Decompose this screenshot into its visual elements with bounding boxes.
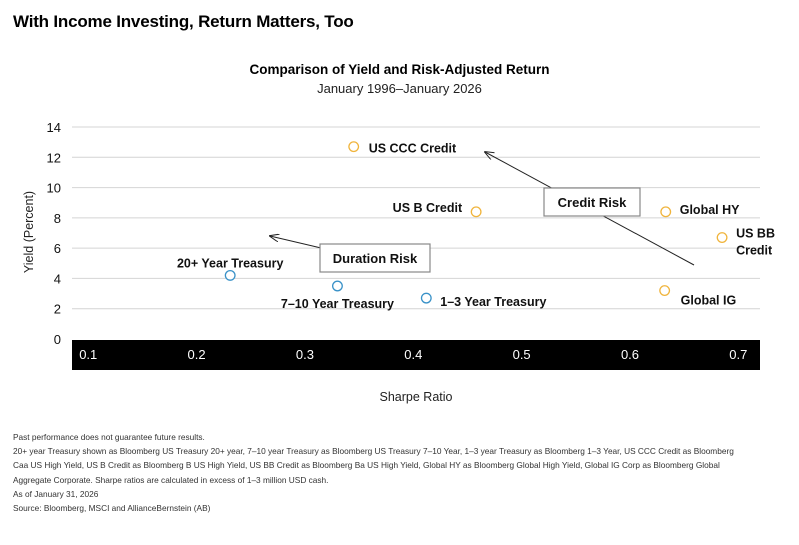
gridlines bbox=[72, 126, 760, 310]
y-tick-label: 0 bbox=[54, 332, 61, 347]
x-tick-label: 0.7 bbox=[729, 347, 747, 362]
footnote-index-definitions: 20+ year Treasury shown as Bloomberg US … bbox=[13, 446, 734, 457]
footnotes: Past performance does not guarantee futu… bbox=[13, 430, 788, 515]
y-tick-labels: 14 12 10 8 6 4 2 0 bbox=[47, 120, 61, 347]
point-label: Global IG bbox=[681, 294, 737, 308]
footnote-source: Source: Bloomberg, MSCI and AllianceBern… bbox=[13, 503, 211, 514]
y-tick-label: 12 bbox=[47, 150, 61, 165]
y-tick-label: 6 bbox=[54, 241, 61, 256]
point-label: 7–10 Year Treasury bbox=[281, 297, 394, 311]
point-label: 20+ Year Treasury bbox=[177, 256, 284, 270]
data-point bbox=[331, 280, 343, 292]
data-point bbox=[470, 206, 482, 218]
y-tick-label: 2 bbox=[54, 302, 61, 317]
point-label: 1–3 Year Treasury bbox=[440, 295, 546, 309]
y-axis-label: Yield (Percent) bbox=[22, 191, 36, 273]
footnote-index-definitions-cont: Caa US High Yield, US B Credit as Bloomb… bbox=[13, 460, 720, 471]
y-tick-label: 8 bbox=[54, 211, 61, 226]
x-tick-label: 0.1 bbox=[79, 347, 97, 362]
credit-risk-label: Credit Risk bbox=[558, 195, 627, 210]
point-label: Global HY bbox=[680, 203, 740, 217]
x-tick-label: 0.6 bbox=[621, 347, 639, 362]
point-label: Credit bbox=[736, 244, 773, 258]
y-tick-label: 4 bbox=[54, 271, 61, 286]
footnote-performance: Past performance does not guarantee futu… bbox=[13, 432, 205, 442]
data-point bbox=[348, 141, 360, 153]
footnote-as-of-date: As of January 31, 2026 bbox=[13, 488, 99, 499]
page-title: With Income Investing, Return Matters, T… bbox=[13, 12, 354, 31]
data-points bbox=[224, 141, 728, 304]
x-axis-label: Sharpe Ratio bbox=[380, 390, 453, 404]
x-tick-label: 0.2 bbox=[188, 347, 206, 362]
point-label: US BB bbox=[736, 227, 775, 241]
point-label: US B Credit bbox=[393, 201, 463, 215]
credit-risk-box bbox=[543, 187, 641, 217]
point-label: US CCC Credit bbox=[369, 142, 457, 156]
footnote-sharpe-note: Aggregate Corporate. Sharpe ratios are c… bbox=[13, 474, 329, 485]
x-tick-label: 0.3 bbox=[296, 347, 314, 362]
y-tick-label: 10 bbox=[47, 181, 61, 196]
duration-risk-label: Duration Risk bbox=[333, 251, 418, 266]
chart-subtitle: January 1996–January 2026 bbox=[317, 81, 482, 96]
data-point bbox=[420, 292, 432, 304]
duration-risk-box bbox=[319, 243, 431, 273]
scatter-chart: 14 12 10 8 6 4 2 0 0.1 0.2 0.3 0.4 0.5 0.6 0.7 Yield … bbox=[22, 120, 775, 404]
x-tick-label: 0.4 bbox=[404, 347, 422, 362]
data-point bbox=[224, 269, 236, 281]
data-point bbox=[716, 232, 728, 243]
data-point bbox=[660, 206, 672, 218]
x-tick-label: 0.5 bbox=[513, 347, 531, 362]
x-tick-labels: 0.1 0.2 0.3 0.4 0.5 0.6 0.7 bbox=[79, 347, 747, 362]
point-labels: US CCC Credit US B Credit Global HY US BB Cr… bbox=[177, 142, 775, 311]
x-axis-band bbox=[72, 340, 760, 370]
data-point bbox=[659, 285, 671, 296]
y-tick-label: 14 bbox=[47, 120, 61, 135]
chart-title: Comparison of Yield and Risk-Adjusted Re… bbox=[249, 62, 550, 77]
